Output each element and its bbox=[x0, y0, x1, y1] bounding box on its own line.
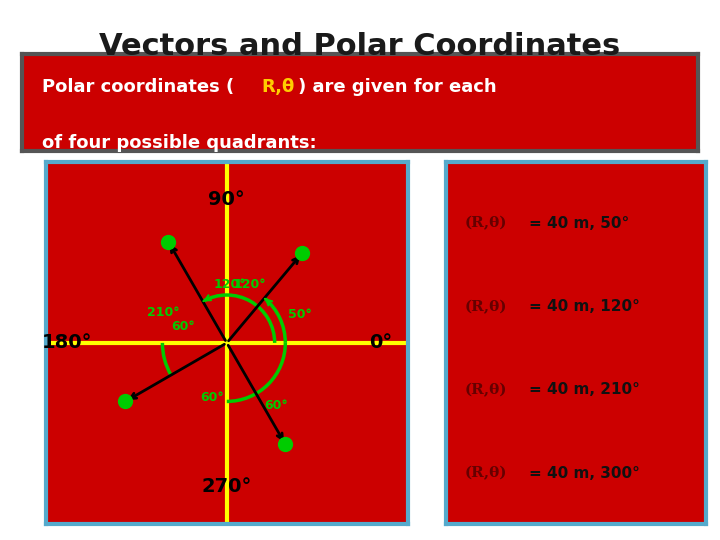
Text: (R,θ): (R,θ) bbox=[464, 383, 507, 397]
Text: ) are given for each: ) are given for each bbox=[298, 78, 496, 96]
Text: 60°: 60° bbox=[264, 399, 288, 412]
Text: = 40 m, 120°: = 40 m, 120° bbox=[529, 299, 640, 314]
Text: 270°: 270° bbox=[202, 477, 252, 496]
Text: 120°: 120° bbox=[214, 278, 247, 291]
Text: = 40 m, 50°: = 40 m, 50° bbox=[529, 216, 629, 231]
Text: 210°: 210° bbox=[147, 306, 179, 319]
Text: R,θ: R,θ bbox=[262, 78, 295, 96]
Text: = 40 m, 300°: = 40 m, 300° bbox=[529, 465, 640, 481]
Text: 120°: 120° bbox=[233, 278, 266, 291]
Text: (R,θ): (R,θ) bbox=[464, 217, 507, 231]
Text: Vectors and Polar Coordinates: Vectors and Polar Coordinates bbox=[99, 32, 621, 62]
Text: of four possible quadrants:: of four possible quadrants: bbox=[42, 134, 317, 152]
Text: 90°: 90° bbox=[208, 190, 246, 209]
Text: Polar coordinates (: Polar coordinates ( bbox=[42, 78, 234, 96]
Text: 60°: 60° bbox=[200, 392, 224, 404]
Text: (R,θ): (R,θ) bbox=[464, 300, 507, 314]
Text: 180°: 180° bbox=[42, 333, 92, 353]
Text: 60°: 60° bbox=[171, 320, 195, 333]
Text: 0°: 0° bbox=[369, 333, 392, 353]
Text: 50°: 50° bbox=[288, 308, 312, 321]
Text: (R,θ): (R,θ) bbox=[464, 466, 507, 480]
Text: = 40 m, 210°: = 40 m, 210° bbox=[529, 382, 640, 397]
